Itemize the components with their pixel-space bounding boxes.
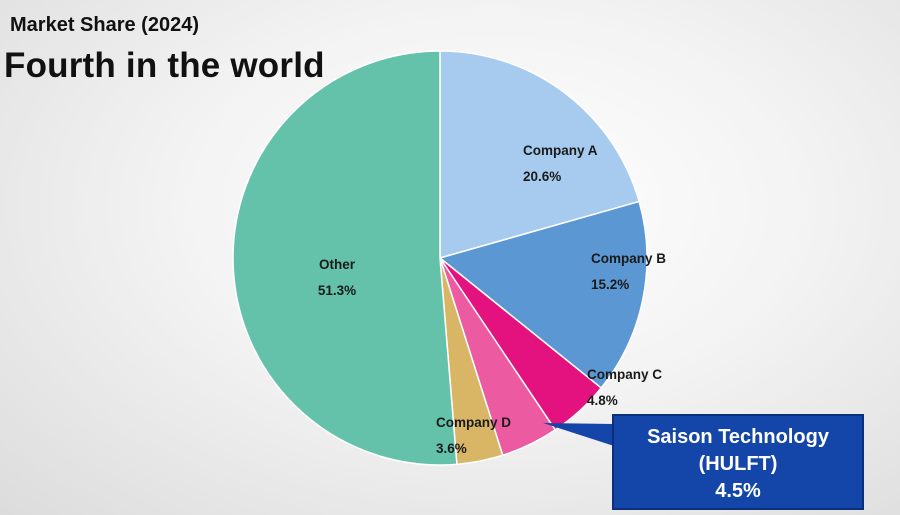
pie-slice-company-b [438, 200, 648, 389]
slice-label-company-d: Company D [436, 415, 511, 430]
chart-subtitle: Market Share (2024) [10, 14, 199, 36]
pie-labels: Company A 20.6% Company B 15.2% Company C 4.8… [318, 143, 666, 456]
slice-value-company-a: 20.6% [523, 169, 561, 184]
slice-value-company-b: 15.2% [591, 277, 629, 292]
pie-slice-other [232, 50, 458, 466]
callout-line-3: 4.5% [715, 480, 761, 502]
slice-label-company-b: Company B [591, 251, 666, 266]
slice-value-other: 51.3% [318, 283, 356, 298]
slice-label-company-a: Company A [523, 143, 598, 158]
callout-box: Saison Technology (HULFT) 4.5% [612, 414, 864, 510]
callout-line-2: (HULFT) [698, 453, 778, 475]
slice-value-company-d: 3.6% [436, 441, 467, 456]
pie-slice-company-a [439, 50, 641, 259]
slice-label-other: Other [319, 257, 356, 272]
slice-value-company-c: 4.8% [587, 393, 618, 408]
slice-label-company-c: Company C [587, 367, 662, 382]
callout-line-1: Saison Technology [647, 426, 829, 448]
pie-slices [232, 50, 648, 466]
callout-pointer [543, 423, 614, 446]
chart-title: Fourth in the world [4, 46, 325, 85]
